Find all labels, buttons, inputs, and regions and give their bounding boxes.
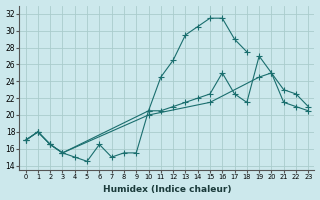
X-axis label: Humidex (Indice chaleur): Humidex (Indice chaleur)	[103, 185, 231, 194]
